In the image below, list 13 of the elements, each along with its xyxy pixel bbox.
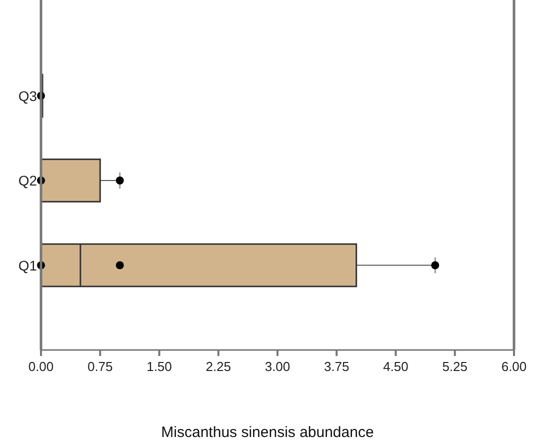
x-tick-label: 3.75 [324, 359, 350, 374]
x-tick-label: 4.50 [383, 359, 408, 374]
x-tick-label: 0.75 [87, 359, 113, 374]
x-tick-label: 5.25 [442, 359, 468, 374]
y-tick-label: Q2 [18, 172, 38, 188]
x-tick-label: 0.00 [28, 359, 54, 374]
y-tick-label: Q3 [18, 88, 38, 104]
y-tick-label: Q1 [18, 257, 38, 274]
x-tick-label: 6.00 [501, 359, 527, 374]
x-tick-label: 1.50 [146, 359, 172, 374]
x-axis-title: Miscanthus sinensis abundance [161, 424, 374, 441]
x-tick-label: 3.00 [264, 359, 290, 374]
x-tick-label: 2.25 [206, 359, 232, 374]
